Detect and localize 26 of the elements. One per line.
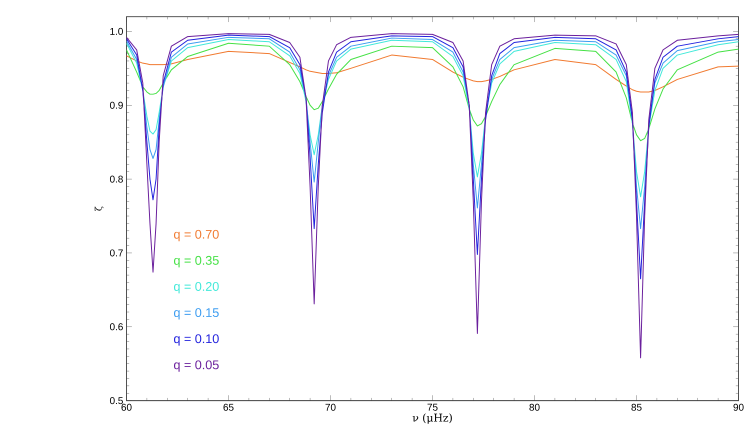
text: q = 0.05	[174, 360, 219, 372]
x-tick-label: 90	[733, 404, 744, 411]
y-axis-title: ζ	[94, 206, 104, 210]
text: q = 0.70	[174, 230, 219, 241]
line-series	[126, 38, 739, 198]
x-axis-title: ν (μHz)	[412, 413, 452, 424]
y-tick-label: 0.8	[110, 175, 123, 182]
text: q = 0.20	[174, 282, 219, 294]
line-series	[126, 36, 739, 229]
text: q = 0.10	[174, 334, 219, 346]
x-tick-label: 70	[326, 404, 336, 411]
x-tick-label: 65	[224, 404, 234, 411]
x-tick-label: 75	[428, 404, 438, 410]
text: q = 0.15	[174, 308, 219, 320]
line-series	[126, 34, 739, 280]
y-tick-label: 0.7	[110, 249, 123, 256]
y-tick-label: 0.9	[110, 102, 123, 109]
line-series	[126, 32, 739, 358]
y-tick-label: 1.0	[110, 28, 123, 35]
x-tick-label: 80	[529, 404, 540, 411]
text: q = 0.35	[174, 256, 219, 268]
y-tick-label: 0.6	[110, 323, 123, 330]
x-tick-label: 60	[122, 404, 132, 411]
line-series	[126, 42, 739, 141]
y-tick-label: 0.5	[110, 396, 123, 404]
x-tick-label: 85	[631, 404, 642, 411]
